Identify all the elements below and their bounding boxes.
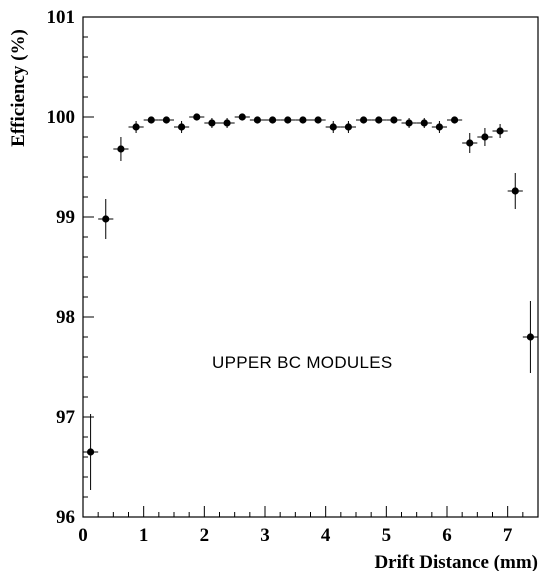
- data-point: [416, 118, 432, 128]
- x-axis-title: Drift Distance (mm): [374, 552, 538, 571]
- data-point: [234, 113, 250, 121]
- data-point: [143, 116, 159, 124]
- data-point: [295, 116, 311, 124]
- data-point: [219, 118, 235, 128]
- axis-ticks: [82, 16, 539, 518]
- data-point: [340, 121, 356, 133]
- data-point: [401, 118, 417, 128]
- point-marker: [375, 116, 383, 124]
- point-marker: [208, 119, 216, 127]
- data-point: [356, 116, 372, 124]
- data-point: [174, 121, 190, 133]
- data-points: [83, 113, 538, 490]
- y-tick-label: 99: [56, 207, 75, 228]
- chart-annotation: UPPER BC MODULES: [212, 353, 393, 372]
- axis-tick-labels: 0 1 2 3 4 5 6 7 96 97 98 99 100 101: [47, 7, 513, 546]
- point-marker: [117, 145, 125, 153]
- point-marker: [86, 448, 95, 456]
- y-tick-label: 98: [56, 307, 75, 328]
- plot-frame: [82, 16, 539, 518]
- point-marker: [268, 116, 277, 124]
- x-tick-label: 5: [382, 525, 392, 546]
- point-marker: [238, 113, 246, 121]
- data-point: [128, 121, 144, 133]
- point-marker: [177, 123, 186, 131]
- point-marker: [253, 116, 262, 124]
- x-tick-label: 4: [321, 525, 331, 546]
- point-marker: [223, 119, 231, 127]
- point-marker: [284, 116, 292, 124]
- data-point: [447, 116, 463, 124]
- data-point: [83, 414, 99, 490]
- data-point: [98, 199, 114, 239]
- point-marker: [405, 119, 413, 127]
- x-tick-label: 6: [442, 525, 452, 546]
- y-tick-label: 97: [56, 407, 76, 428]
- data-point: [113, 137, 129, 161]
- point-marker: [314, 116, 322, 124]
- y-tick-label: 100: [47, 107, 76, 128]
- data-point: [522, 301, 538, 373]
- point-marker: [193, 113, 201, 121]
- point-marker: [344, 123, 353, 131]
- data-point: [462, 133, 478, 153]
- data-point: [386, 116, 402, 124]
- point-marker: [132, 123, 140, 131]
- point-marker: [466, 139, 474, 147]
- y-tick-label: 96: [56, 507, 75, 528]
- point-marker: [496, 127, 504, 135]
- point-marker: [299, 116, 307, 124]
- data-point: [265, 116, 281, 124]
- point-marker: [435, 123, 444, 131]
- point-marker: [390, 116, 398, 124]
- data-point: [204, 118, 220, 128]
- point-marker: [481, 133, 489, 141]
- x-tick-label: 1: [139, 525, 149, 546]
- y-axis-title: Efficiency (%): [8, 29, 29, 147]
- data-point: [371, 116, 387, 124]
- point-marker: [102, 215, 110, 223]
- point-marker: [329, 123, 337, 131]
- x-tick-label: 0: [78, 525, 88, 546]
- y-tick-label: 101: [47, 7, 76, 28]
- x-tick-label: 2: [200, 525, 210, 546]
- point-marker: [450, 116, 459, 124]
- data-point: [158, 116, 174, 124]
- point-marker: [420, 119, 428, 127]
- data-point: [310, 116, 326, 124]
- data-point: [249, 116, 265, 124]
- x-tick-label: 3: [260, 525, 270, 546]
- point-marker: [359, 116, 368, 124]
- x-tick-label: 7: [503, 525, 513, 546]
- data-point: [477, 128, 493, 146]
- data-point: [189, 113, 205, 121]
- point-marker: [511, 187, 519, 195]
- point-marker: [162, 116, 171, 124]
- data-point: [280, 116, 296, 124]
- data-point: [431, 121, 447, 133]
- point-marker: [526, 333, 535, 341]
- data-point: [492, 124, 508, 138]
- data-point: [325, 121, 341, 133]
- point-marker: [147, 116, 155, 124]
- data-point: [507, 173, 523, 209]
